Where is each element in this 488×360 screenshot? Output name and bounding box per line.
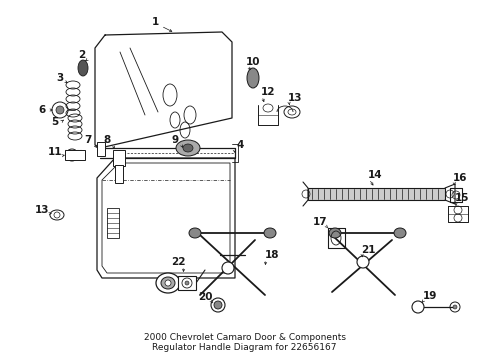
Ellipse shape [164,280,171,286]
Bar [97,142,105,156]
Text: 19: 19 [422,291,436,301]
Text: 22: 22 [170,257,185,267]
Bar [113,150,125,166]
Ellipse shape [214,301,222,309]
Bar [178,276,196,290]
Text: 21: 21 [360,245,374,255]
Ellipse shape [222,262,234,274]
Bar [107,208,119,238]
Text: 13: 13 [35,205,49,215]
Text: 12: 12 [260,87,275,97]
Ellipse shape [284,106,299,118]
Text: 15: 15 [454,193,468,203]
Ellipse shape [50,210,64,220]
Ellipse shape [56,106,64,114]
Text: 7: 7 [84,135,92,145]
Text: 2: 2 [78,50,85,60]
Bar [65,150,85,160]
Bar [307,188,444,200]
Ellipse shape [176,140,200,156]
Text: 16: 16 [452,173,467,183]
Ellipse shape [328,228,340,238]
Ellipse shape [78,60,88,76]
Ellipse shape [356,256,368,268]
Text: 2000 Chevrolet Camaro Door & Components
Regulator Handle Diagram for 22656167: 2000 Chevrolet Camaro Door & Components … [143,333,345,352]
Text: 18: 18 [264,250,279,260]
Ellipse shape [184,281,189,285]
Ellipse shape [183,144,193,152]
Ellipse shape [264,228,275,238]
Text: 11: 11 [48,147,62,157]
Text: 10: 10 [245,57,260,67]
Text: 8: 8 [103,135,110,145]
Bar [115,165,123,183]
Ellipse shape [161,277,175,289]
Text: 17: 17 [312,217,326,227]
Text: 9: 9 [171,135,178,145]
Ellipse shape [156,273,180,293]
Text: 13: 13 [287,93,302,103]
Text: 5: 5 [51,117,59,127]
Ellipse shape [452,305,456,309]
Text: 14: 14 [367,170,382,180]
Text: 1: 1 [151,17,158,27]
Ellipse shape [189,228,201,238]
Text: 3: 3 [56,73,63,83]
Text: 20: 20 [197,292,212,302]
Ellipse shape [393,228,405,238]
Text: 4: 4 [236,140,243,150]
Ellipse shape [246,68,259,88]
Text: 6: 6 [38,105,45,115]
